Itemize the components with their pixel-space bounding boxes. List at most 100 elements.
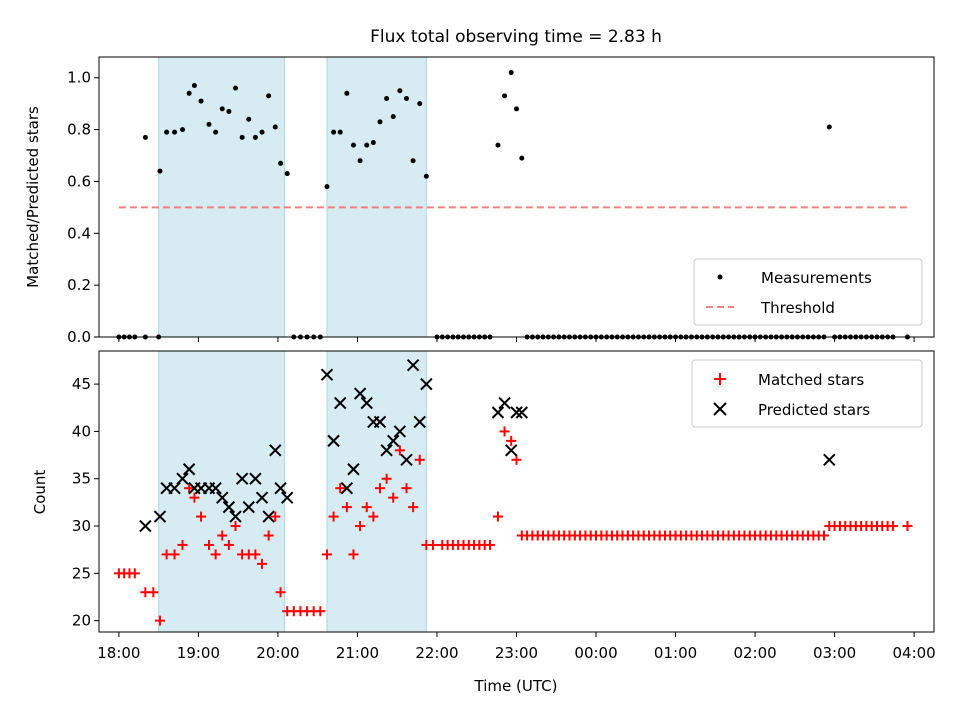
measurement-point bbox=[423, 173, 429, 179]
matched-star-point bbox=[196, 511, 207, 522]
legend-threshold-label: Threshold bbox=[760, 299, 835, 317]
matched-star-point bbox=[148, 587, 159, 598]
measurement-point bbox=[397, 88, 403, 94]
measurement-point bbox=[357, 158, 363, 164]
predicted-star-point bbox=[406, 358, 420, 372]
bottom-y-axis-label: Count bbox=[31, 470, 49, 515]
bottom-legend-box bbox=[691, 359, 923, 428]
legend-matched-label: Matched stars bbox=[758, 371, 864, 389]
predicted-star-point bbox=[334, 396, 347, 410]
shaded-interval bbox=[326, 56, 427, 338]
measurement-point bbox=[337, 129, 343, 135]
measurement-point bbox=[410, 158, 416, 164]
predicted-star-point bbox=[255, 491, 269, 504]
predicted-star-point bbox=[510, 406, 523, 419]
matched-star-point bbox=[902, 521, 913, 532]
predicted-star-point bbox=[269, 444, 282, 457]
predicted-star-point bbox=[176, 472, 189, 485]
matched-star-point bbox=[374, 483, 385, 494]
top-y-tick-label: 0.6 bbox=[67, 172, 91, 190]
predicted-star-point bbox=[327, 434, 340, 448]
bottom-x-tick-label: 22:00 bbox=[415, 644, 458, 662]
top-y-tick-label: 0.2 bbox=[67, 276, 91, 294]
measurement-point bbox=[259, 129, 265, 135]
predicted-star-point bbox=[380, 444, 393, 457]
measurement-point bbox=[233, 85, 239, 91]
bottom-x-tick-label: 23:00 bbox=[495, 644, 538, 662]
measurement-point bbox=[514, 106, 519, 112]
matched-star-point bbox=[217, 530, 228, 541]
top-shaded-intervals bbox=[158, 56, 427, 338]
top-panel: 0.0 0.2 0.4 0.6 0.8 1.0 Matched/Predicted sta… bbox=[24, 56, 935, 346]
measurement-point bbox=[172, 129, 178, 135]
measurement-point bbox=[226, 108, 232, 114]
predicted-star-point bbox=[360, 396, 373, 410]
predicted-star-point bbox=[153, 510, 167, 523]
predicted-star-point bbox=[515, 406, 529, 419]
matched-star-point bbox=[189, 492, 200, 503]
measurement-point bbox=[390, 114, 396, 120]
measurement-point bbox=[164, 129, 170, 135]
top-y-tick-label: 0.4 bbox=[67, 224, 91, 242]
legend-predicted-label: Predicted stars bbox=[758, 401, 870, 419]
predicted-star-point bbox=[491, 406, 505, 419]
bottom-x-tick-label: 00:00 bbox=[574, 644, 617, 662]
predicted-star-point bbox=[209, 481, 222, 495]
figure-title: Flux total observing time = 2.83 h bbox=[370, 27, 662, 47]
matched-star-point bbox=[381, 473, 392, 484]
predicted-star-point bbox=[340, 481, 354, 495]
bottom-x-tick-label: 19:00 bbox=[177, 644, 220, 662]
measurement-point bbox=[278, 160, 284, 166]
matched-star-point bbox=[401, 483, 412, 494]
predicted-star-point bbox=[400, 453, 413, 467]
measurement-point bbox=[417, 101, 423, 107]
top-x-ticks bbox=[118, 337, 915, 342]
measurement-point bbox=[284, 171, 290, 177]
matched-star-point bbox=[335, 483, 346, 494]
predicted-star-point bbox=[504, 444, 518, 457]
matched-star-point bbox=[257, 558, 268, 569]
predicted-star-point bbox=[168, 481, 181, 495]
matched-star-point bbox=[263, 530, 274, 541]
matched-star-point bbox=[887, 521, 898, 532]
bottom-y-tick-label: 30 bbox=[72, 517, 91, 535]
predicted-star-point bbox=[320, 368, 334, 381]
matched-star-point bbox=[275, 587, 286, 598]
bottom-x-tick-label: 20:00 bbox=[256, 644, 299, 662]
matched-star-point bbox=[204, 539, 215, 550]
predicted-star-point bbox=[420, 377, 433, 391]
measurement-point bbox=[213, 129, 219, 135]
measurement-point bbox=[403, 95, 409, 101]
top-y-tick-label: 0.0 bbox=[67, 328, 91, 346]
predicted-star-point bbox=[280, 491, 294, 504]
predicted-star-point bbox=[274, 481, 287, 495]
predicted-star-point bbox=[182, 463, 196, 476]
predicted-star-point bbox=[242, 500, 255, 514]
predicted-star-point bbox=[216, 491, 229, 504]
measurement-point bbox=[191, 83, 197, 89]
matched-star-point bbox=[230, 521, 241, 532]
matched-star-point bbox=[428, 539, 438, 550]
shaded-interval bbox=[158, 56, 286, 338]
shaded-interval bbox=[326, 350, 427, 633]
measurement-point bbox=[519, 155, 525, 161]
predicted-star-point bbox=[139, 519, 152, 533]
bottom-y-tick-label: 45 bbox=[72, 375, 91, 393]
measurement-point bbox=[246, 116, 252, 122]
measurement-point bbox=[198, 98, 204, 104]
measurement-point bbox=[495, 142, 501, 148]
legend-measurements-label: Measurements bbox=[761, 269, 872, 287]
measurement-point bbox=[142, 134, 148, 140]
top-y-axis-label: Matched/Predicted stars bbox=[24, 106, 42, 288]
measurement-point bbox=[331, 129, 337, 135]
measurement-point bbox=[508, 70, 514, 76]
measurement-point bbox=[350, 142, 356, 148]
bottom-x-tick-label: 03:00 bbox=[813, 644, 856, 662]
legend-predicted-marker bbox=[713, 402, 727, 416]
measurement-point bbox=[826, 124, 832, 130]
bottom-panel: 20 25 30 35 40 45 18:00 19:00 20:00 21:00 22:00 23… bbox=[31, 350, 936, 695]
matched-star-point bbox=[388, 492, 399, 503]
bottom-y-tick-label: 25 bbox=[72, 564, 91, 582]
measurement-point bbox=[344, 90, 350, 96]
